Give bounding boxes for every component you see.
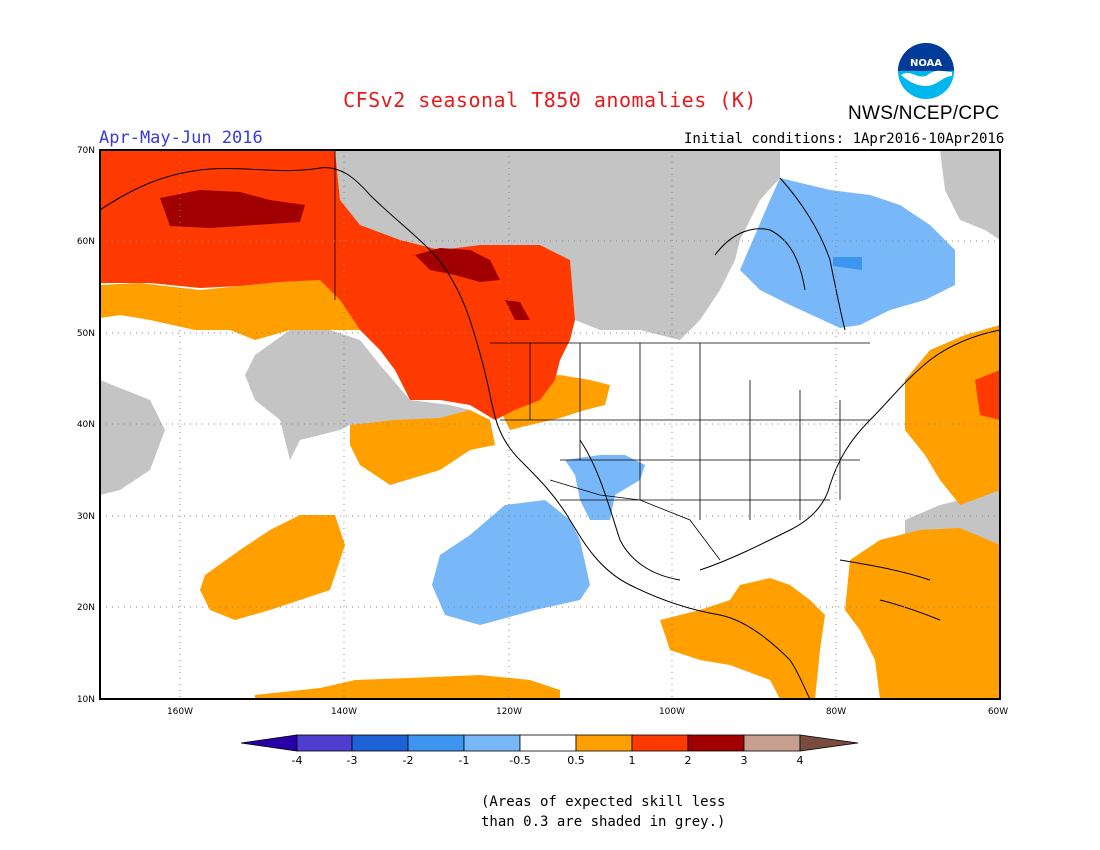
lat-label: 10N <box>77 695 95 705</box>
legend-tick: 0.5 <box>567 754 585 767</box>
noaa-logo-text: NOAA <box>910 58 942 69</box>
blue-hudson-bay <box>740 178 955 328</box>
political-borders <box>334 150 870 561</box>
darkred-bc-spot <box>505 300 530 320</box>
legend-tick: 1 <box>629 754 636 767</box>
legend-swatch <box>631 734 689 752</box>
lon-label: 100W <box>659 707 685 717</box>
initial-conditions-label: Initial conditions: 1Apr2016-10Apr2016 <box>684 131 1005 147</box>
legend-swatch <box>240 734 298 752</box>
darkred-alaska-core <box>160 190 305 228</box>
legend-tick: 2 <box>685 754 692 767</box>
legend-swatch <box>351 734 409 752</box>
lat-label: 40N <box>77 420 95 430</box>
grey-greenland <box>940 150 1000 240</box>
lat-label: 50N <box>77 329 95 339</box>
legend-swatch <box>743 734 801 752</box>
legend-ticks: -4 -3 -2 -1 -0.5 0.5 1 2 3 4 <box>292 754 804 767</box>
legend-tick: 4 <box>797 754 804 767</box>
noaa-logo: NOAA <box>897 42 955 100</box>
orange-hawaii <box>200 515 345 620</box>
lon-label: 60W <box>988 707 1008 717</box>
legend-swatch <box>296 734 353 752</box>
legend-tick: -0.5 <box>509 754 530 767</box>
lon-label: 140W <box>331 707 357 717</box>
orange-central-america <box>660 578 825 699</box>
orange-north-pacific-band <box>100 275 360 340</box>
skill-footnote: (Areas of expected skill less than 0.3 a… <box>481 792 725 832</box>
longitude-labels: 160W 140W 120W 100W 80W 60W <box>167 707 1008 717</box>
lat-label: 30N <box>77 512 95 522</box>
latitude-labels: 70N 60N 50N 40N 30N 20N 10N <box>77 146 95 705</box>
grey-arctic-canada <box>335 150 780 340</box>
grid-lines <box>100 150 1000 699</box>
lon-label: 120W <box>496 707 522 717</box>
agency-label: NWS/NCEP/CPC <box>848 103 1000 124</box>
lat-label: 20N <box>77 603 95 613</box>
footnote-line: (Areas of expected skill less <box>481 794 726 810</box>
lon-label: 160W <box>167 707 193 717</box>
legend-tick: -4 <box>292 754 303 767</box>
orange-west-coast <box>350 410 495 485</box>
footnote-line: than 0.3 are shaded in grey.) <box>481 814 726 830</box>
red-atlantic-spot <box>975 370 1000 420</box>
orange-west-atlantic <box>905 325 1000 505</box>
blue-hudson-core <box>833 257 862 270</box>
blue-southwest <box>565 455 645 520</box>
orange-equatorial <box>255 675 560 699</box>
legend-swatch <box>575 734 633 752</box>
color-legend <box>240 734 859 752</box>
coastlines <box>100 167 1000 699</box>
legend-tick: 3 <box>741 754 748 767</box>
legend-tick: -2 <box>403 754 414 767</box>
legend-swatch <box>463 734 521 752</box>
map-frame <box>99 149 1001 700</box>
legend-swatch <box>519 734 577 752</box>
period-label: Apr-May-Jun 2016 <box>99 128 263 148</box>
grey-west-pacific <box>100 380 165 495</box>
blue-baja <box>432 500 590 625</box>
legend-tick: -3 <box>347 754 358 767</box>
legend-swatch <box>407 734 465 752</box>
lat-label: 70N <box>77 146 95 156</box>
lat-label: 60N <box>77 237 95 247</box>
legend-tick: -1 <box>459 754 470 767</box>
legend-swatch <box>799 734 859 752</box>
legend-swatch <box>687 734 745 752</box>
lon-label: 80W <box>826 707 846 717</box>
chart-title: CFSv2 seasonal T850 anomalies (K) <box>343 88 757 112</box>
